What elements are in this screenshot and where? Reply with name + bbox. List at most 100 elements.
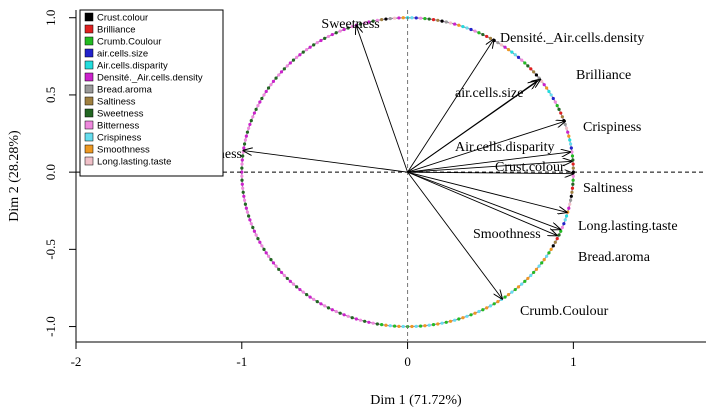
- circle-dot: [279, 270, 284, 275]
- circle-dot: [291, 282, 296, 286]
- circle-dot: [440, 321, 444, 325]
- circle-dot: [305, 293, 309, 297]
- circle-dot: [513, 287, 517, 292]
- circle-dot: [453, 22, 457, 26]
- circle-dot: [397, 324, 401, 328]
- circle-dot: [551, 244, 555, 248]
- circle-dot: [557, 233, 561, 237]
- circle-dot: [243, 202, 248, 206]
- circle-dot: [553, 100, 557, 104]
- circle-dot: [260, 96, 264, 101]
- circle-dot: [388, 16, 392, 21]
- circle-dot: [256, 237, 260, 241]
- circle-dot: [264, 89, 268, 94]
- vector-arrow: [407, 161, 572, 173]
- circle-dot: [271, 261, 276, 265]
- circle-dot: [262, 93, 266, 97]
- vector-arrow: [407, 121, 565, 173]
- circle-dot: [488, 304, 493, 308]
- circle-dot: [240, 158, 244, 162]
- vector-arrow: [407, 39, 494, 173]
- vector-label: air.cells.size: [455, 86, 523, 101]
- circle-dot: [371, 19, 375, 23]
- circle-dot: [570, 190, 574, 194]
- circle-dot: [568, 138, 572, 142]
- legend-label: Smoothness: [97, 145, 150, 156]
- legend-label: Crust.colour: [97, 13, 148, 24]
- circle-dot: [330, 308, 334, 312]
- vector-label: Air.cells.disparity: [455, 140, 555, 155]
- circle-dot: [549, 93, 553, 97]
- circle-dot: [477, 31, 481, 35]
- circle-dot: [358, 318, 363, 322]
- vector-arrow: [407, 171, 567, 212]
- circle-dot: [431, 323, 436, 327]
- circle-dot: [532, 270, 536, 275]
- circle-dot: [279, 70, 284, 74]
- vector-arrow: [407, 172, 574, 174]
- circle-dot: [323, 304, 327, 308]
- circle-dot: [496, 41, 500, 45]
- circle-dot: [298, 53, 302, 57]
- circle-dot: [262, 247, 266, 251]
- circle-dot: [523, 61, 527, 65]
- circle-dot: [242, 142, 247, 146]
- circle-dot: [319, 38, 323, 43]
- circle-dot: [418, 324, 423, 328]
- circle-dot: [532, 70, 536, 74]
- circle-dot: [570, 154, 575, 158]
- y-tick-label: 0.5: [43, 87, 58, 103]
- circle-dot: [326, 34, 331, 39]
- circle-dot: [264, 251, 268, 255]
- legend-swatch: [84, 36, 94, 46]
- x-tick-label: -1: [236, 354, 247, 369]
- circle-dot: [559, 111, 563, 115]
- circle-dot: [274, 264, 278, 268]
- legend-swatch: [84, 72, 94, 82]
- circle-dot: [540, 261, 544, 265]
- circle-dot: [513, 53, 517, 57]
- vector-label: Saltiness: [583, 181, 633, 196]
- circle-dot: [461, 316, 465, 320]
- circle-dot: [477, 309, 481, 314]
- circle-dot: [537, 264, 541, 268]
- circle-dot: [342, 313, 346, 317]
- circle-dot: [350, 24, 354, 29]
- circle-dot: [567, 134, 571, 138]
- circle-dot: [305, 48, 309, 52]
- circle-dot: [244, 134, 248, 138]
- legend-label: Long.lasting.taste: [97, 157, 171, 168]
- vector-label: Crispiness: [583, 120, 641, 135]
- circle-dot: [503, 295, 507, 299]
- circle-dot: [569, 146, 573, 150]
- legend-label: Bitterness: [97, 121, 139, 132]
- legend-label: Crumb.Coulour: [97, 37, 161, 48]
- circle-dot: [397, 16, 401, 20]
- circle-dot: [469, 27, 473, 32]
- vector-arrow: [407, 171, 557, 235]
- vector-label: Long.lasting.taste: [578, 219, 678, 234]
- legend-label: Saltiness: [97, 97, 136, 108]
- circle-dot: [380, 18, 384, 22]
- circle-dot: [315, 300, 319, 304]
- legend-swatch: [84, 108, 94, 118]
- circle-dot: [269, 258, 273, 262]
- vector-label: Smoothness: [473, 227, 541, 242]
- circle-dot: [277, 73, 281, 77]
- circle-dot: [563, 122, 567, 127]
- circle-dot: [496, 300, 500, 304]
- circle-dot: [384, 17, 388, 21]
- vector-label: Sweetness: [321, 17, 379, 32]
- circle-dot: [319, 302, 323, 306]
- circle-dot: [534, 73, 539, 77]
- circle-dot: [506, 48, 511, 52]
- circle-dot: [448, 319, 453, 323]
- circle-dot: [384, 323, 388, 327]
- circle-dot: [354, 317, 358, 321]
- vector-label: Brilliance: [576, 68, 631, 83]
- circle-dot: [465, 314, 469, 318]
- legend-label: Brilliance: [97, 25, 136, 36]
- circle-dot: [244, 206, 248, 210]
- circle-dot: [526, 64, 530, 68]
